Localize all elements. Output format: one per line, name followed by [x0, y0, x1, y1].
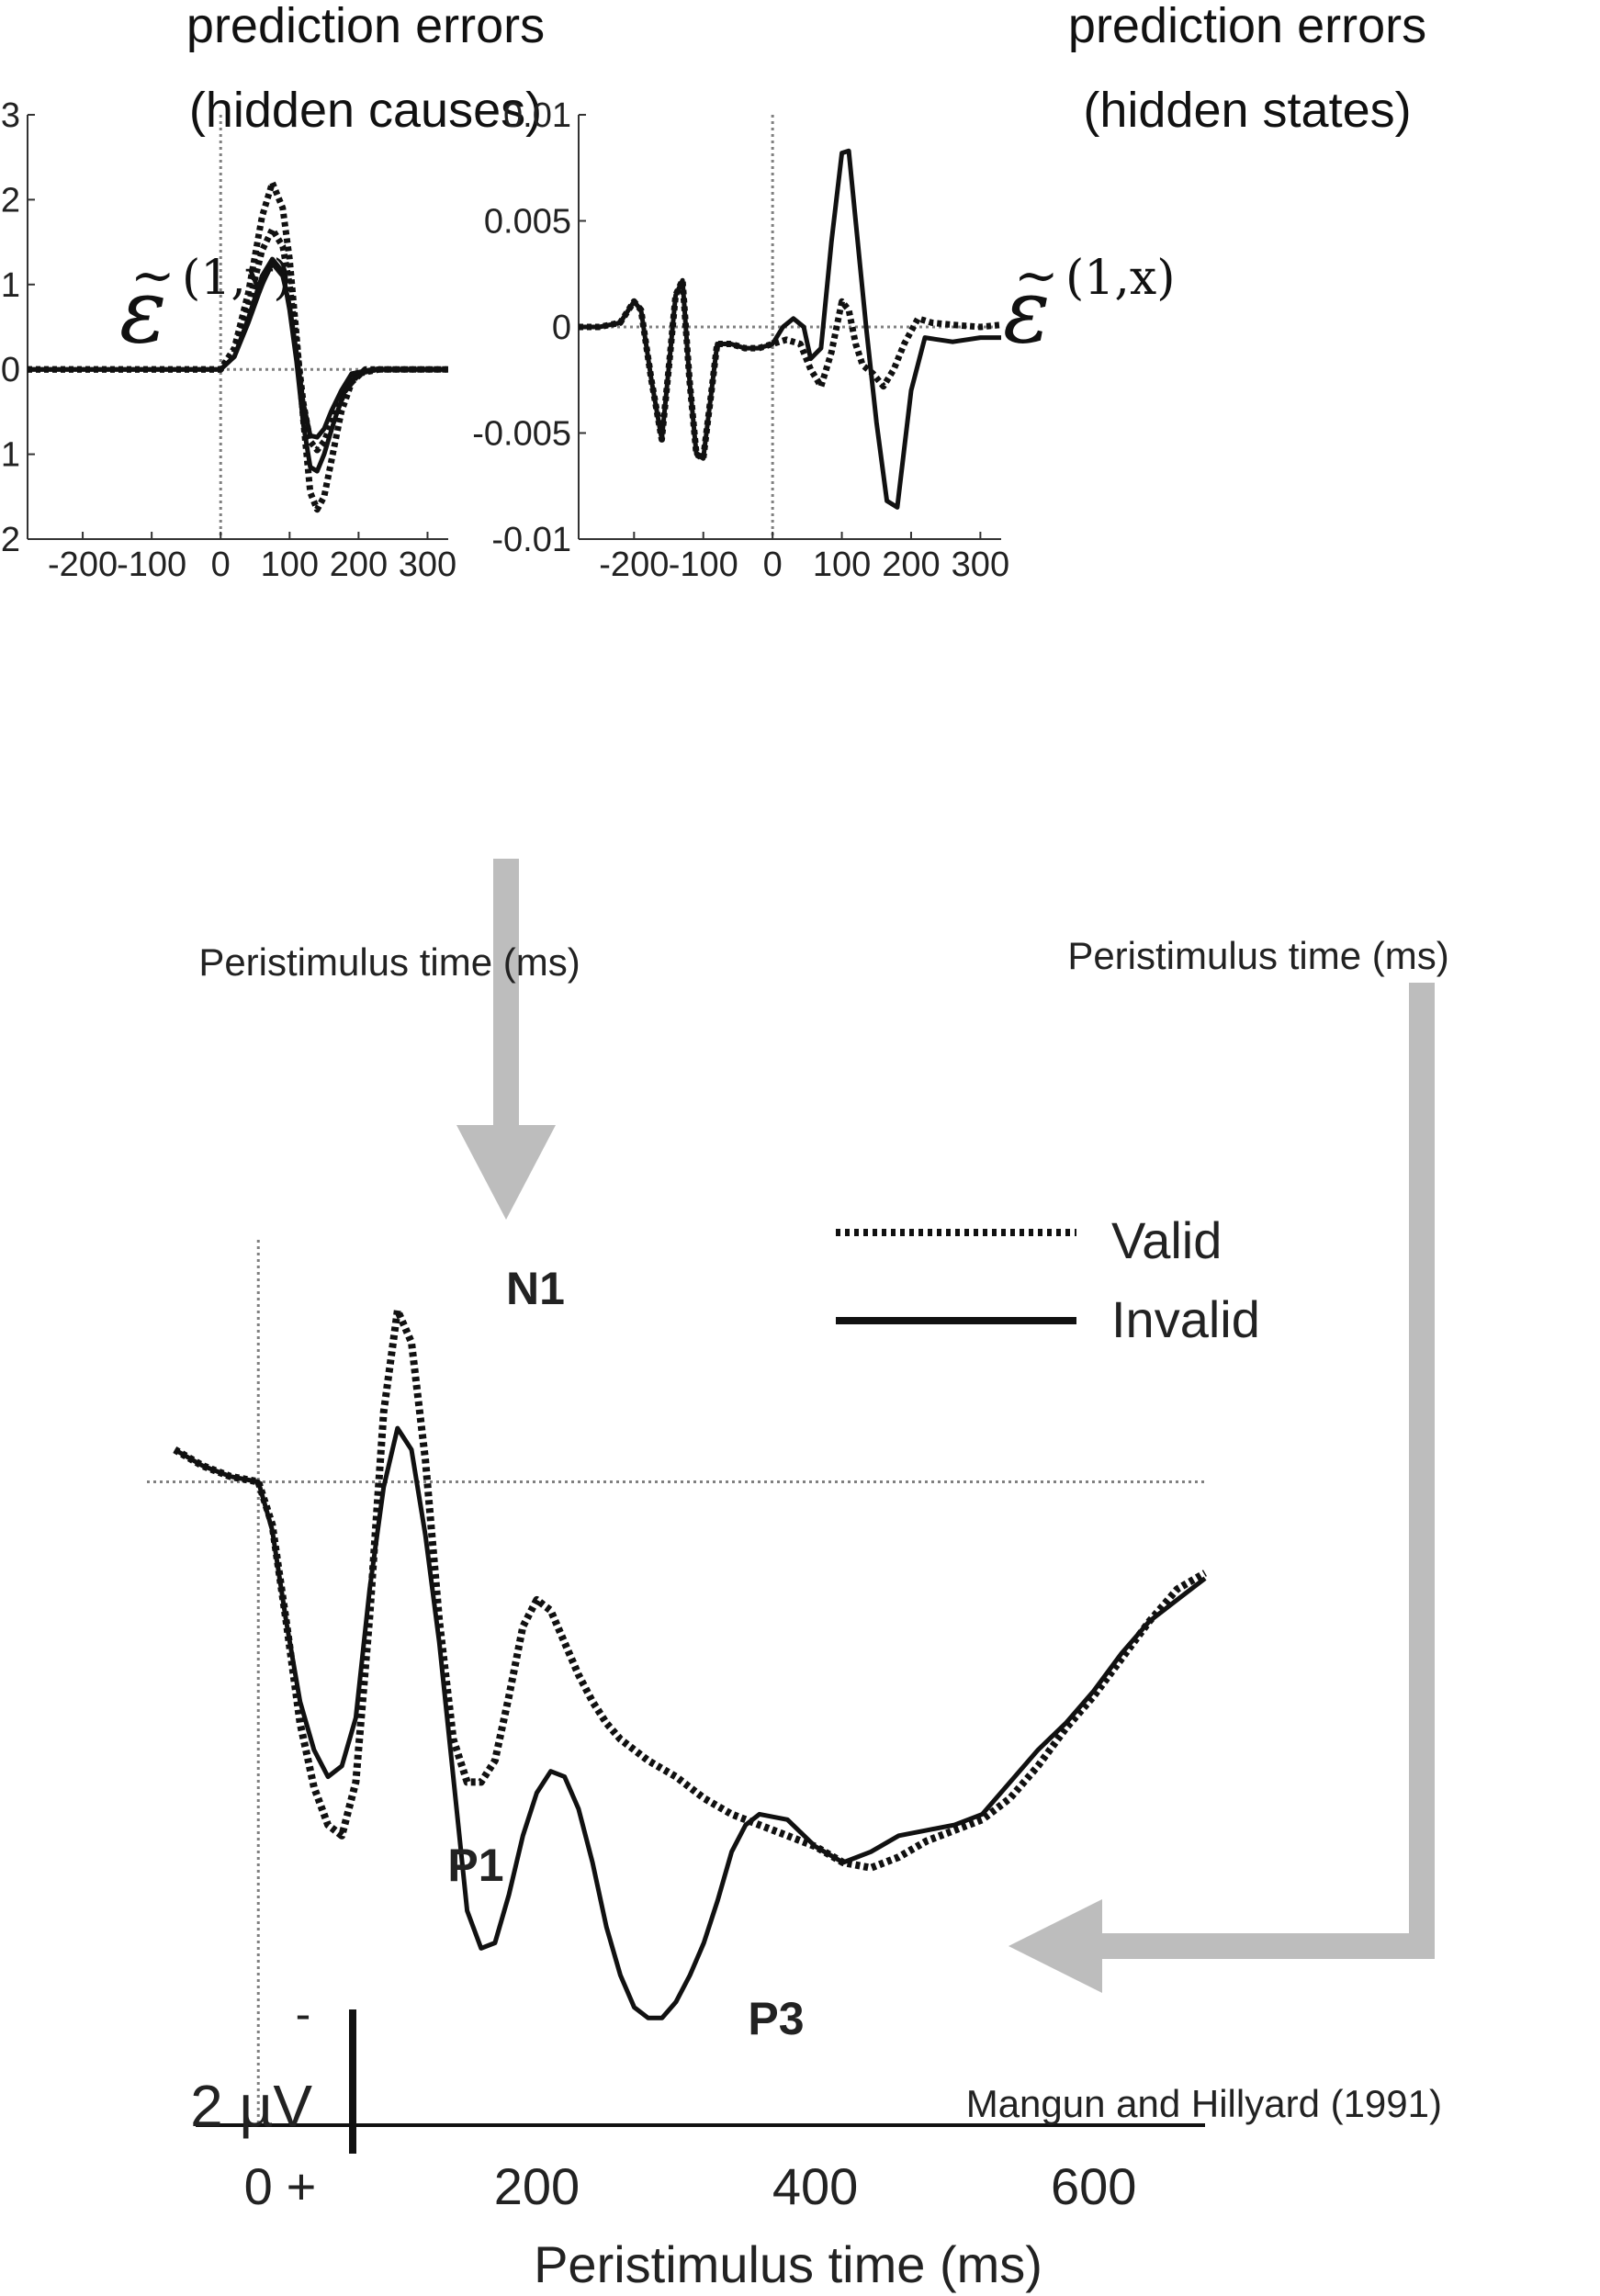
y-tick-label: -0.005 [472, 415, 571, 454]
legend: Valid Invalid [836, 1211, 1260, 1348]
plot-area: 0 200 400 600 [147, 1240, 1208, 2215]
plot-area: -200-100 0 100 200 300 -2 -1 0 1 2 3 [0, 96, 456, 584]
x-tick-label: 200 [882, 546, 940, 584]
chart-title-line-2: (hidden causes) [189, 83, 542, 138]
x-axis-label: Peristimulus time (ms) [1067, 934, 1448, 977]
scale-bar-label: 2 µV [190, 2073, 312, 2139]
x-tick-label: -100 [117, 546, 186, 584]
series-line-invalid-1 [579, 148, 1001, 510]
arrow-states-shaft-vertical [1409, 983, 1435, 1956]
y-tick-label: 2 [1, 181, 20, 219]
legend-label-valid: Valid [1111, 1211, 1222, 1269]
y-tick-label: 3 [1, 96, 20, 135]
x-tick-label: 200 [330, 546, 388, 584]
series-line-invalid [174, 1425, 1207, 2020]
x-tick-label: 100 [261, 546, 319, 584]
arrow-causes-head [456, 1125, 556, 1220]
connector-arrows [456, 859, 1435, 1993]
symbol-tilde: ~ [1014, 244, 1059, 307]
x-tick-label: 0 [211, 546, 231, 584]
y-tick-label: -2 [0, 521, 20, 559]
x-tick-label: 0 [244, 2157, 273, 2215]
x-axis-label: Peristimulus time (ms) [534, 2235, 1042, 2293]
arrow-causes-shaft [493, 859, 519, 1125]
chart-hidden-causes: prediction errors (hidden causes) ε ~ (1… [0, 0, 580, 984]
x-tick-label: 200 [494, 2157, 580, 2215]
scale-bar-negative-label: - [296, 1988, 311, 2040]
annotation-p1: P1 [447, 1840, 503, 1891]
x-axis-label: Peristimulus time (ms) [198, 940, 580, 984]
x-tick-label: 400 [772, 2157, 858, 2215]
arrow-states-head [1008, 1899, 1102, 1993]
series-line-valid-0 [579, 276, 1002, 462]
x-tick-label: 0 [763, 546, 783, 584]
x-tick-label: 300 [952, 546, 1009, 584]
annotation-p3: P3 [748, 1993, 804, 2044]
x-tick-label: 100 [813, 546, 871, 584]
symbol-superscript: (1,x) [1065, 251, 1176, 306]
series-line-invalid-3 [28, 261, 448, 440]
x-tick-label: -100 [669, 546, 738, 584]
x-tick-label: 300 [399, 546, 456, 584]
series-line-valid [173, 1306, 1208, 1872]
legend-label-invalid: Invalid [1111, 1290, 1260, 1348]
annotation-n1: N1 [506, 1263, 565, 1314]
citation: Mangun and Hillyard (1991) [966, 2082, 1442, 2125]
scale-bar-positive-label: + [287, 2157, 317, 2215]
chart-title-line-1: prediction errors [1068, 0, 1426, 53]
y-tick-label: 0 [552, 309, 571, 347]
arrow-states-shaft-horizontal [1102, 1933, 1435, 1959]
chart-hidden-states: prediction errors (hidden states) ε ~ (1… [472, 0, 1448, 977]
y-tick-label: 0.01 [503, 96, 571, 135]
x-tick-label: -200 [48, 546, 118, 584]
chart-title-line-1: prediction errors [186, 0, 545, 53]
y-tick-label: -1 [0, 436, 20, 475]
symbol-epsilon: ε [119, 260, 167, 363]
symbol-tilde: ~ [130, 244, 175, 307]
x-tick-label: 600 [1051, 2157, 1136, 2215]
chart-erp: 0 200 400 600 Valid Invalid N1 P1 P3 - 2 µV… [147, 1211, 1442, 2293]
y-tick-label: 1 [1, 266, 20, 305]
x-tick-label: -200 [599, 546, 669, 584]
y-tick-label: 0.005 [484, 203, 571, 242]
scale-bar: - 2 µV + [190, 1988, 356, 2215]
plot-area: -200 -100 0 100 200 300 -0.01 -0.005 0 0.005 0.01 [472, 96, 1009, 584]
equation-symbol: ε ~ (1,x) [1003, 244, 1176, 363]
y-tick-label: -0.01 [491, 521, 571, 559]
y-tick-label: 0 [1, 351, 20, 389]
chart-title-line-2: (hidden states) [1083, 83, 1411, 138]
equation-symbol: ε ~ (1,v) [119, 244, 292, 363]
symbol-epsilon: ε [1003, 260, 1051, 363]
